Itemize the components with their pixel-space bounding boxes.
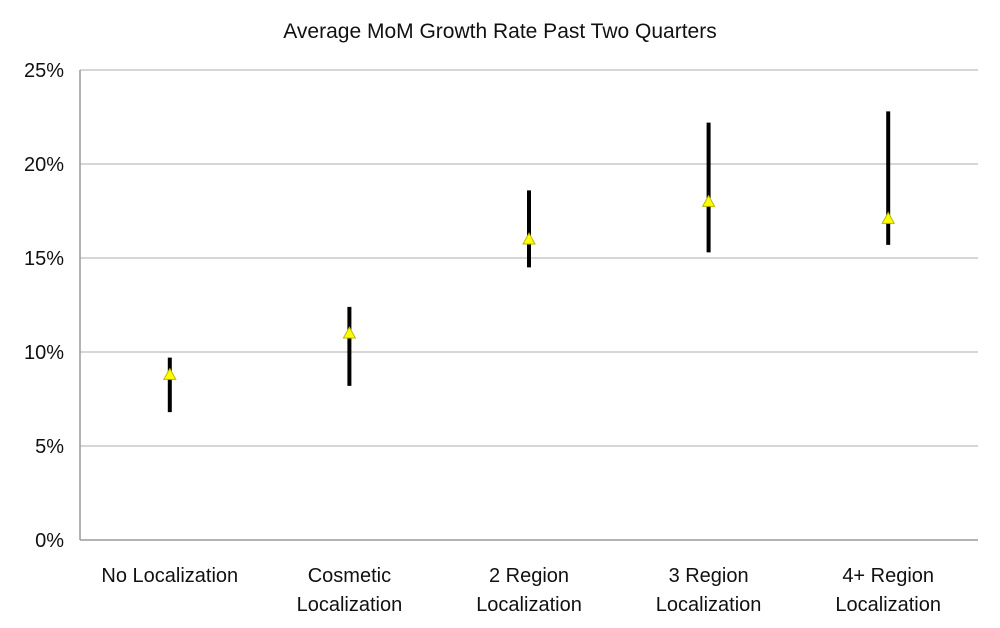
y-axis-ticks: 0% 5% 10% 15% 20% 25% xyxy=(24,60,64,552)
y-tick-label: 5% xyxy=(35,436,64,458)
y-tick-label: 0% xyxy=(35,530,64,552)
data-point-marker xyxy=(522,232,536,245)
data-points xyxy=(162,194,896,380)
data-point-marker xyxy=(701,194,716,207)
data-point-marker xyxy=(162,367,177,380)
y-tick-label: 25% xyxy=(24,60,64,82)
data-point-marker xyxy=(881,211,896,224)
grid-lines xyxy=(79,69,978,541)
x-tick-label: No Localization xyxy=(101,565,238,587)
x-axis-ticks: No Localization Cosmetic Localization 2 Reg… xyxy=(101,565,941,616)
x-tick-label: 2 Region Localization xyxy=(476,565,582,616)
chart-title: Average MoM Growth Rate Past Two Quarter… xyxy=(283,20,716,43)
y-tick-label: 10% xyxy=(24,342,64,364)
y-tick-label: 20% xyxy=(24,154,64,176)
x-tick-label: 3 Region Localization xyxy=(656,565,762,616)
x-tick-label: Cosmetic Localization xyxy=(297,565,403,616)
data-point-marker xyxy=(342,326,357,339)
x-tick-label: 4+ Region Localization xyxy=(835,565,941,616)
error-bars xyxy=(167,111,891,413)
y-tick-label: 15% xyxy=(24,248,64,270)
